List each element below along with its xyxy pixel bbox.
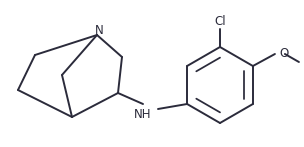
Text: N: N — [95, 24, 103, 36]
Text: O: O — [279, 46, 288, 60]
Text: Cl: Cl — [214, 15, 226, 27]
Text: NH: NH — [134, 107, 152, 121]
